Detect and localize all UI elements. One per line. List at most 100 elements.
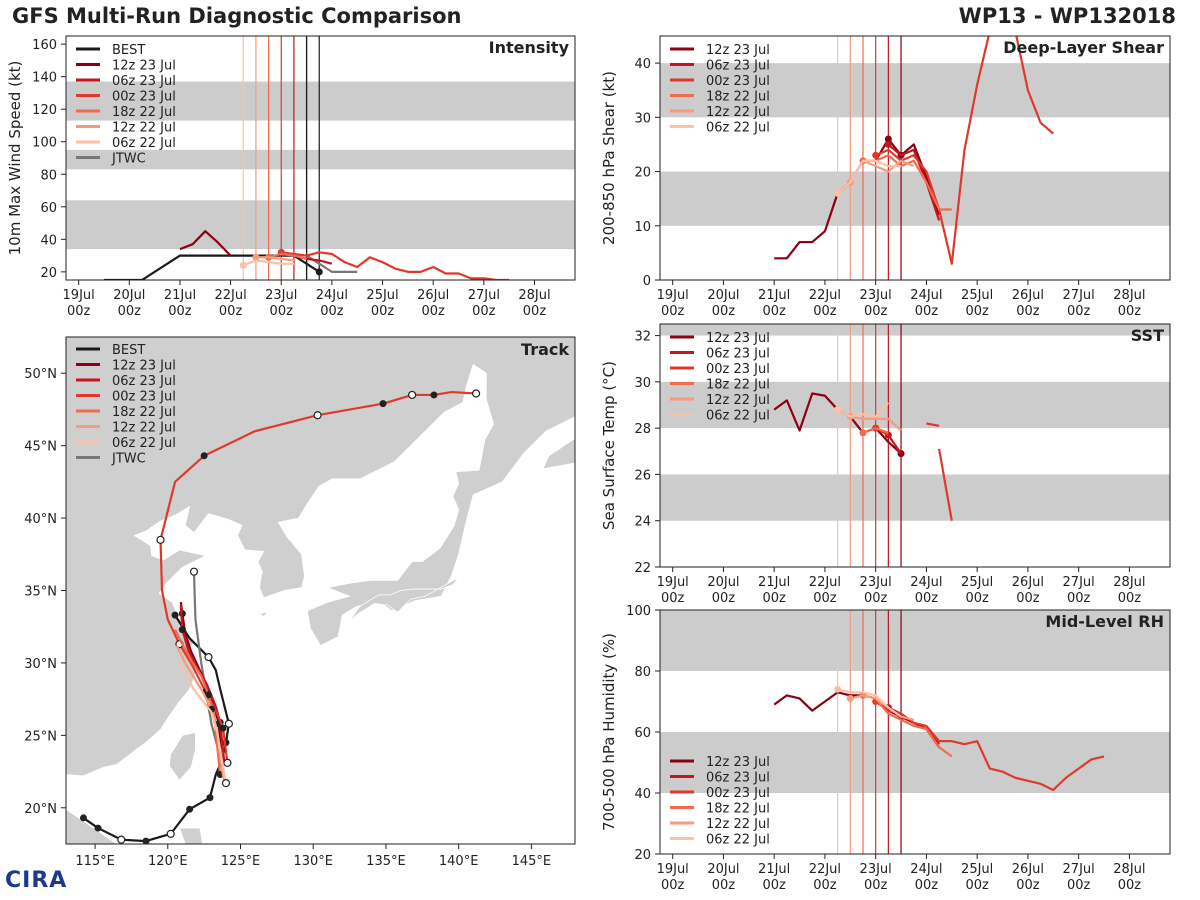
- track-ytick-label-2: 30°N: [24, 657, 57, 672]
- shear-xtick-hour-1: 00z: [712, 304, 736, 319]
- rh-xtick-hour-9: 00z: [1118, 878, 1142, 893]
- rh-band-0: [660, 732, 1170, 793]
- intensity-title: Intensity: [489, 38, 570, 57]
- intensity-ytick-label-2: 60: [40, 201, 57, 216]
- track-legend-label-2: 06z 23 Jul: [112, 374, 176, 389]
- shear-ytick-label-0: 0: [643, 274, 651, 289]
- track-ytick-label-6: 50°N: [24, 367, 57, 382]
- intensity-xtick-hour-4: 00z: [270, 304, 294, 319]
- intensity-xtick-hour-2: 00z: [168, 304, 192, 319]
- intensity-series-6: [255, 256, 295, 262]
- sst-series-4: [938, 448, 953, 521]
- intensity-legend-label-3: 00z 23 Jul: [112, 90, 176, 105]
- track-ytick-label-1: 25°N: [24, 729, 57, 744]
- rh-xtick-day-3: 22Jul: [809, 862, 841, 877]
- sst-series-1: [887, 434, 902, 455]
- shear-xtick-hour-0: 00z: [661, 304, 685, 319]
- intensity-xtick-hour-5: 00z: [320, 304, 344, 319]
- rh-xtick-day-6: 25Jul: [961, 862, 993, 877]
- intensity-ytick-label-1: 40: [40, 233, 57, 248]
- sst-plot-area: [660, 324, 1170, 567]
- shear-plot-area: [660, 36, 1170, 280]
- rh-xtick-day-1: 20Jul: [707, 862, 739, 877]
- track-ytick-label-5: 45°N: [24, 440, 57, 455]
- track-ytick-label-0: 20°N: [24, 802, 57, 817]
- rh-xtick-day-4: 23Jul: [860, 862, 892, 877]
- intensity-band-2: [66, 81, 575, 121]
- track-dot-0-0: [79, 814, 87, 822]
- shear-frame: [659, 35, 1171, 281]
- track-dot-0-6: [171, 611, 179, 619]
- rh-marker-4-0: [846, 694, 854, 702]
- track-xtick-label-5: 140°E: [439, 854, 479, 869]
- shear-xtick-day-9: 28Jul: [1113, 288, 1145, 303]
- sst-frame: [659, 323, 1171, 568]
- track-dot-0-2: [142, 837, 150, 844]
- intensity-legend-label-0: BEST: [112, 43, 145, 58]
- track-legend-label-0: BEST: [112, 343, 145, 358]
- shear-band-0: [660, 171, 1170, 226]
- intensity-xtick-day-1: 20Jul: [113, 288, 145, 303]
- track-title: Track: [521, 340, 569, 359]
- rh-xtick-hour-4: 00z: [864, 878, 888, 893]
- rh-xtick-day-9: 28Jul: [1113, 862, 1145, 877]
- shear-legend-label-4: 12z 22 Jul: [706, 105, 770, 120]
- sst-xtick-hour-0: 00z: [661, 591, 685, 606]
- intensity-xtick-hour-7: 00z: [422, 304, 446, 319]
- page-title: GFS Multi-Run Diagnostic Comparison: [12, 4, 462, 28]
- rh-xtick-hour-1: 00z: [712, 878, 736, 893]
- rh-ylabel: 700-500 hPa Humidity (%): [600, 633, 618, 831]
- intensity-xtick-hour-1: 00z: [118, 304, 142, 319]
- track-open-dot-0-0: [117, 835, 126, 844]
- rh-xtick-day-2: 21Jul: [758, 862, 790, 877]
- sst-xtick-day-9: 28Jul: [1113, 575, 1145, 590]
- shear-xtick-hour-2: 00z: [762, 304, 786, 319]
- track-ytick-label-3: 35°N: [24, 585, 57, 600]
- intensity-xtick-hour-9: 00z: [523, 304, 547, 319]
- track-series-5: [174, 629, 222, 775]
- rh-legend-label-3: 18z 22 Jul: [706, 802, 770, 817]
- shear-xtick-hour-7: 00z: [1016, 304, 1040, 319]
- rh-series-2: [875, 700, 1105, 792]
- shear-xtick-hour-9: 00z: [1118, 304, 1142, 319]
- shear-series-1: [887, 143, 941, 221]
- sst-legend-label-3: 18z 22 Jul: [706, 378, 770, 393]
- sst-ytick-label-3: 28: [634, 422, 651, 437]
- shear-series-2: [875, 36, 1054, 265]
- shear-xtick-day-5: 24Jul: [910, 288, 942, 303]
- shear-xtick-day-8: 27Jul: [1063, 288, 1095, 303]
- track-chart: [61, 336, 576, 849]
- shear-xtick-day-6: 25Jul: [961, 288, 993, 303]
- sst-series-5: [862, 427, 889, 434]
- sst-xtick-hour-2: 00z: [762, 591, 786, 606]
- sst-ytick-label-1: 24: [634, 515, 651, 530]
- rh-xtick-hour-0: 00z: [661, 878, 685, 893]
- shear-marker-5-0: [834, 189, 842, 197]
- cira-logo: CIRA: [5, 868, 68, 893]
- track-open-dot-7-0: [221, 779, 231, 788]
- sst-xtick-hour-1: 00z: [712, 591, 736, 606]
- shear-ytick-label-4: 40: [634, 57, 651, 72]
- rh-plot-area: [660, 610, 1170, 854]
- track-open-dot-4-5: [472, 389, 481, 398]
- rh-band-1: [660, 610, 1170, 671]
- intensity-ylabel: 10m Max Wind Speed (kt): [6, 61, 24, 256]
- shear-xtick-hour-4: 00z: [864, 304, 888, 319]
- sst-xtick-hour-6: 00z: [965, 591, 989, 606]
- shear-xtick-day-7: 26Jul: [1012, 288, 1044, 303]
- shear-xtick-day-1: 20Jul: [707, 288, 739, 303]
- rh-ytick-label-1: 40: [634, 787, 651, 802]
- sst-xtick-day-5: 24Jul: [910, 575, 942, 590]
- sst-xtick-day-6: 25Jul: [961, 575, 993, 590]
- track-open-dot-4-4: [408, 390, 417, 400]
- rh-ytick-label-4: 100: [626, 604, 651, 619]
- track-legend-label-5: 12z 22 Jul: [112, 421, 176, 436]
- intensity-marker-7-0: [239, 261, 247, 269]
- undefined: [349, 577, 459, 622]
- track-dot-4-0: [219, 724, 227, 732]
- intensity-series-5: [268, 252, 307, 260]
- intensity-xtick-day-5: 24Jul: [316, 288, 348, 303]
- track-legend-label-7: JTWC: [111, 452, 146, 467]
- rh-ytick-label-3: 80: [634, 665, 651, 680]
- track-xtick-label-0: 115°E: [75, 854, 115, 869]
